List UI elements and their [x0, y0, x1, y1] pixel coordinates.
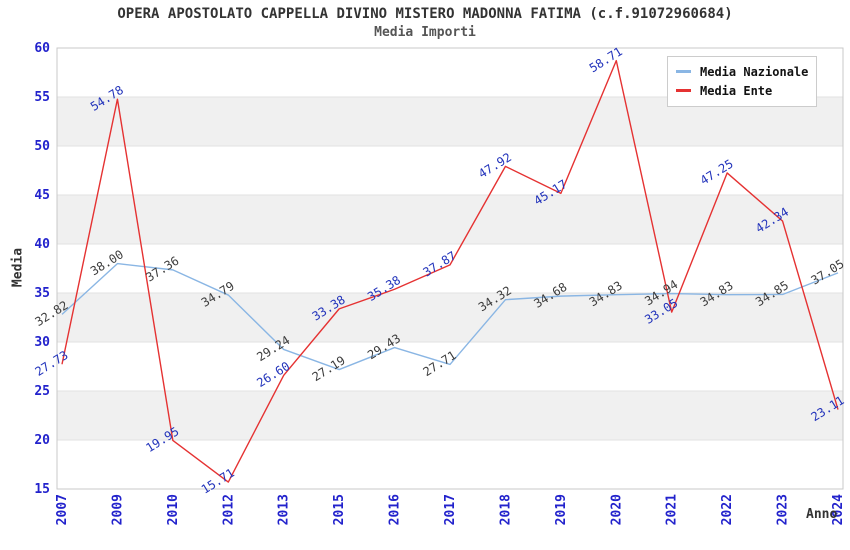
data-label: 37.05 [809, 257, 847, 288]
y-tick-label: 50 [34, 139, 50, 154]
series-line-media-nazionale [61, 262, 839, 371]
series-line-media-ente [61, 59, 839, 483]
x-tick-label: 2015 [332, 494, 347, 525]
plot-band [57, 195, 843, 244]
media-nazionale-line-marker-icon [676, 70, 691, 73]
data-label: 37.36 [143, 254, 181, 285]
x-tick-label: 2009 [110, 494, 125, 525]
data-label: 47.25 [698, 157, 736, 188]
x-tick-label: 2012 [221, 494, 236, 525]
y-tick-label: 25 [34, 384, 50, 399]
legend-label-media-ente: Media Ente [700, 83, 773, 98]
y-axis-title: Media [10, 247, 26, 288]
y-tick-label: 60 [34, 41, 50, 56]
media-ente-line-marker-icon [676, 89, 691, 92]
y-tick-label: 40 [34, 237, 50, 252]
plot-border [56, 47, 844, 490]
data-label: 27.73 [33, 348, 71, 379]
y-tick-label: 45 [34, 188, 50, 203]
x-tick-label: 2021 [665, 494, 680, 525]
x-tick-label: 2024 [831, 494, 846, 525]
x-tick-label: 2023 [776, 494, 791, 525]
legend-label-media-nazionale: Media Nazionale [700, 64, 809, 79]
data-label: 26.60 [254, 359, 292, 390]
x-tick-label: 2010 [166, 494, 181, 525]
chart-title: OPERA APOSTOLATO CAPPELLA DIVINO MISTERO… [117, 6, 733, 22]
y-tick-label: 20 [34, 433, 50, 448]
legend-item-media-ente: Media Ente [676, 81, 808, 100]
y-tick-label: 55 [34, 90, 50, 105]
x-tick-label: 2020 [609, 494, 624, 525]
x-tick-label: 2017 [443, 494, 458, 525]
data-label: 37.87 [421, 249, 459, 280]
y-tick-label: 15 [34, 482, 50, 497]
x-tick-label: 2013 [277, 494, 292, 525]
y-tick-label: 30 [34, 335, 50, 350]
legend: Media Nazionale Media Ente [667, 56, 817, 107]
x-tick-label: 2007 [55, 494, 70, 525]
y-tick-label: 35 [34, 286, 50, 301]
chart-subtitle: Media Importi [374, 25, 476, 40]
plot-band [57, 391, 843, 440]
x-tick-label: 2019 [554, 494, 569, 525]
x-tick-label: 2016 [388, 494, 403, 525]
x-axis-title: Anno [806, 507, 838, 522]
data-label: 47.92 [476, 150, 514, 181]
x-tick-label: 2018 [498, 494, 513, 525]
legend-item-media-nazionale: Media Nazionale [676, 62, 808, 81]
data-label: 27.71 [421, 348, 459, 379]
data-label: 15.71 [199, 466, 237, 497]
x-tick-label: 2022 [720, 494, 735, 525]
plot-band [57, 293, 843, 342]
